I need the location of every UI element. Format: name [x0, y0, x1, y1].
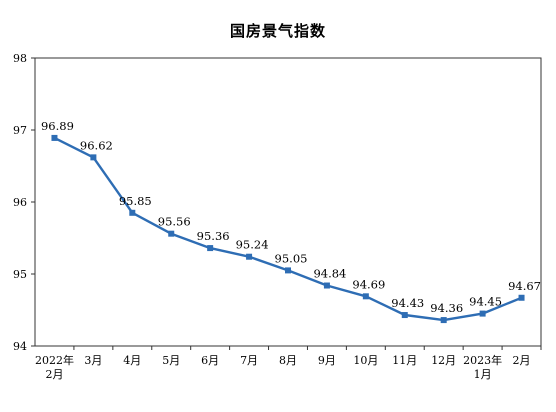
data-label: 94.69 — [352, 277, 385, 291]
data-label: 94.43 — [391, 296, 424, 310]
data-point — [440, 317, 447, 324]
data-point — [323, 282, 330, 289]
x-tick-label: 9月 — [318, 354, 336, 367]
x-tick-label: 2022年 — [35, 353, 74, 367]
series-line — [53, 136, 522, 322]
data-point — [479, 310, 486, 317]
x-tick-label: 4月 — [123, 354, 141, 367]
data-point — [51, 134, 58, 141]
data-label: 96.89 — [41, 119, 74, 133]
x-tick-label: 12月 — [431, 354, 456, 367]
data-point — [90, 154, 97, 161]
data-label: 95.24 — [236, 238, 269, 252]
data-point — [129, 209, 136, 216]
data-label: 95.85 — [119, 194, 152, 208]
x-tick-label: 2023年 — [463, 353, 502, 367]
data-label: 95.05 — [275, 251, 308, 265]
data-label: 94.36 — [430, 301, 463, 315]
data-label: 95.56 — [158, 215, 191, 229]
y-tick-label: 94 — [13, 340, 27, 353]
data-label: 96.62 — [80, 138, 113, 152]
chart-title: 国房景气指数 — [229, 22, 326, 40]
y-tick-label: 96 — [13, 196, 27, 209]
data-point — [246, 253, 253, 260]
data-label: 95.36 — [197, 229, 230, 243]
x-tick-label: 1月 — [474, 368, 492, 381]
x-tick-label: 7月 — [240, 354, 258, 367]
x-tick-label: 5月 — [162, 354, 180, 367]
data-label: 94.84 — [313, 267, 346, 281]
x-tick-label: 3月 — [84, 354, 102, 367]
y-tick-label: 97 — [13, 124, 27, 137]
plot-frame — [34, 57, 542, 347]
x-tick-label: 10月 — [353, 354, 378, 367]
x-tick-label: 8月 — [279, 354, 297, 367]
y-tick-label: 98 — [13, 52, 27, 65]
data-point — [285, 267, 291, 274]
data-point — [362, 293, 369, 300]
x-tick-label: 2月 — [513, 354, 531, 367]
data-point — [207, 245, 214, 252]
data-label: 94.45 — [469, 295, 502, 309]
data-point — [168, 230, 175, 237]
data-point — [518, 294, 525, 301]
x-tick-label: 6月 — [201, 354, 219, 367]
x-tick-label: 2月 — [45, 368, 63, 381]
data-label: 94.67 — [508, 279, 541, 293]
y-tick-label: 95 — [13, 268, 27, 281]
x-tick-label: 11月 — [392, 354, 417, 367]
data-point — [401, 312, 408, 319]
